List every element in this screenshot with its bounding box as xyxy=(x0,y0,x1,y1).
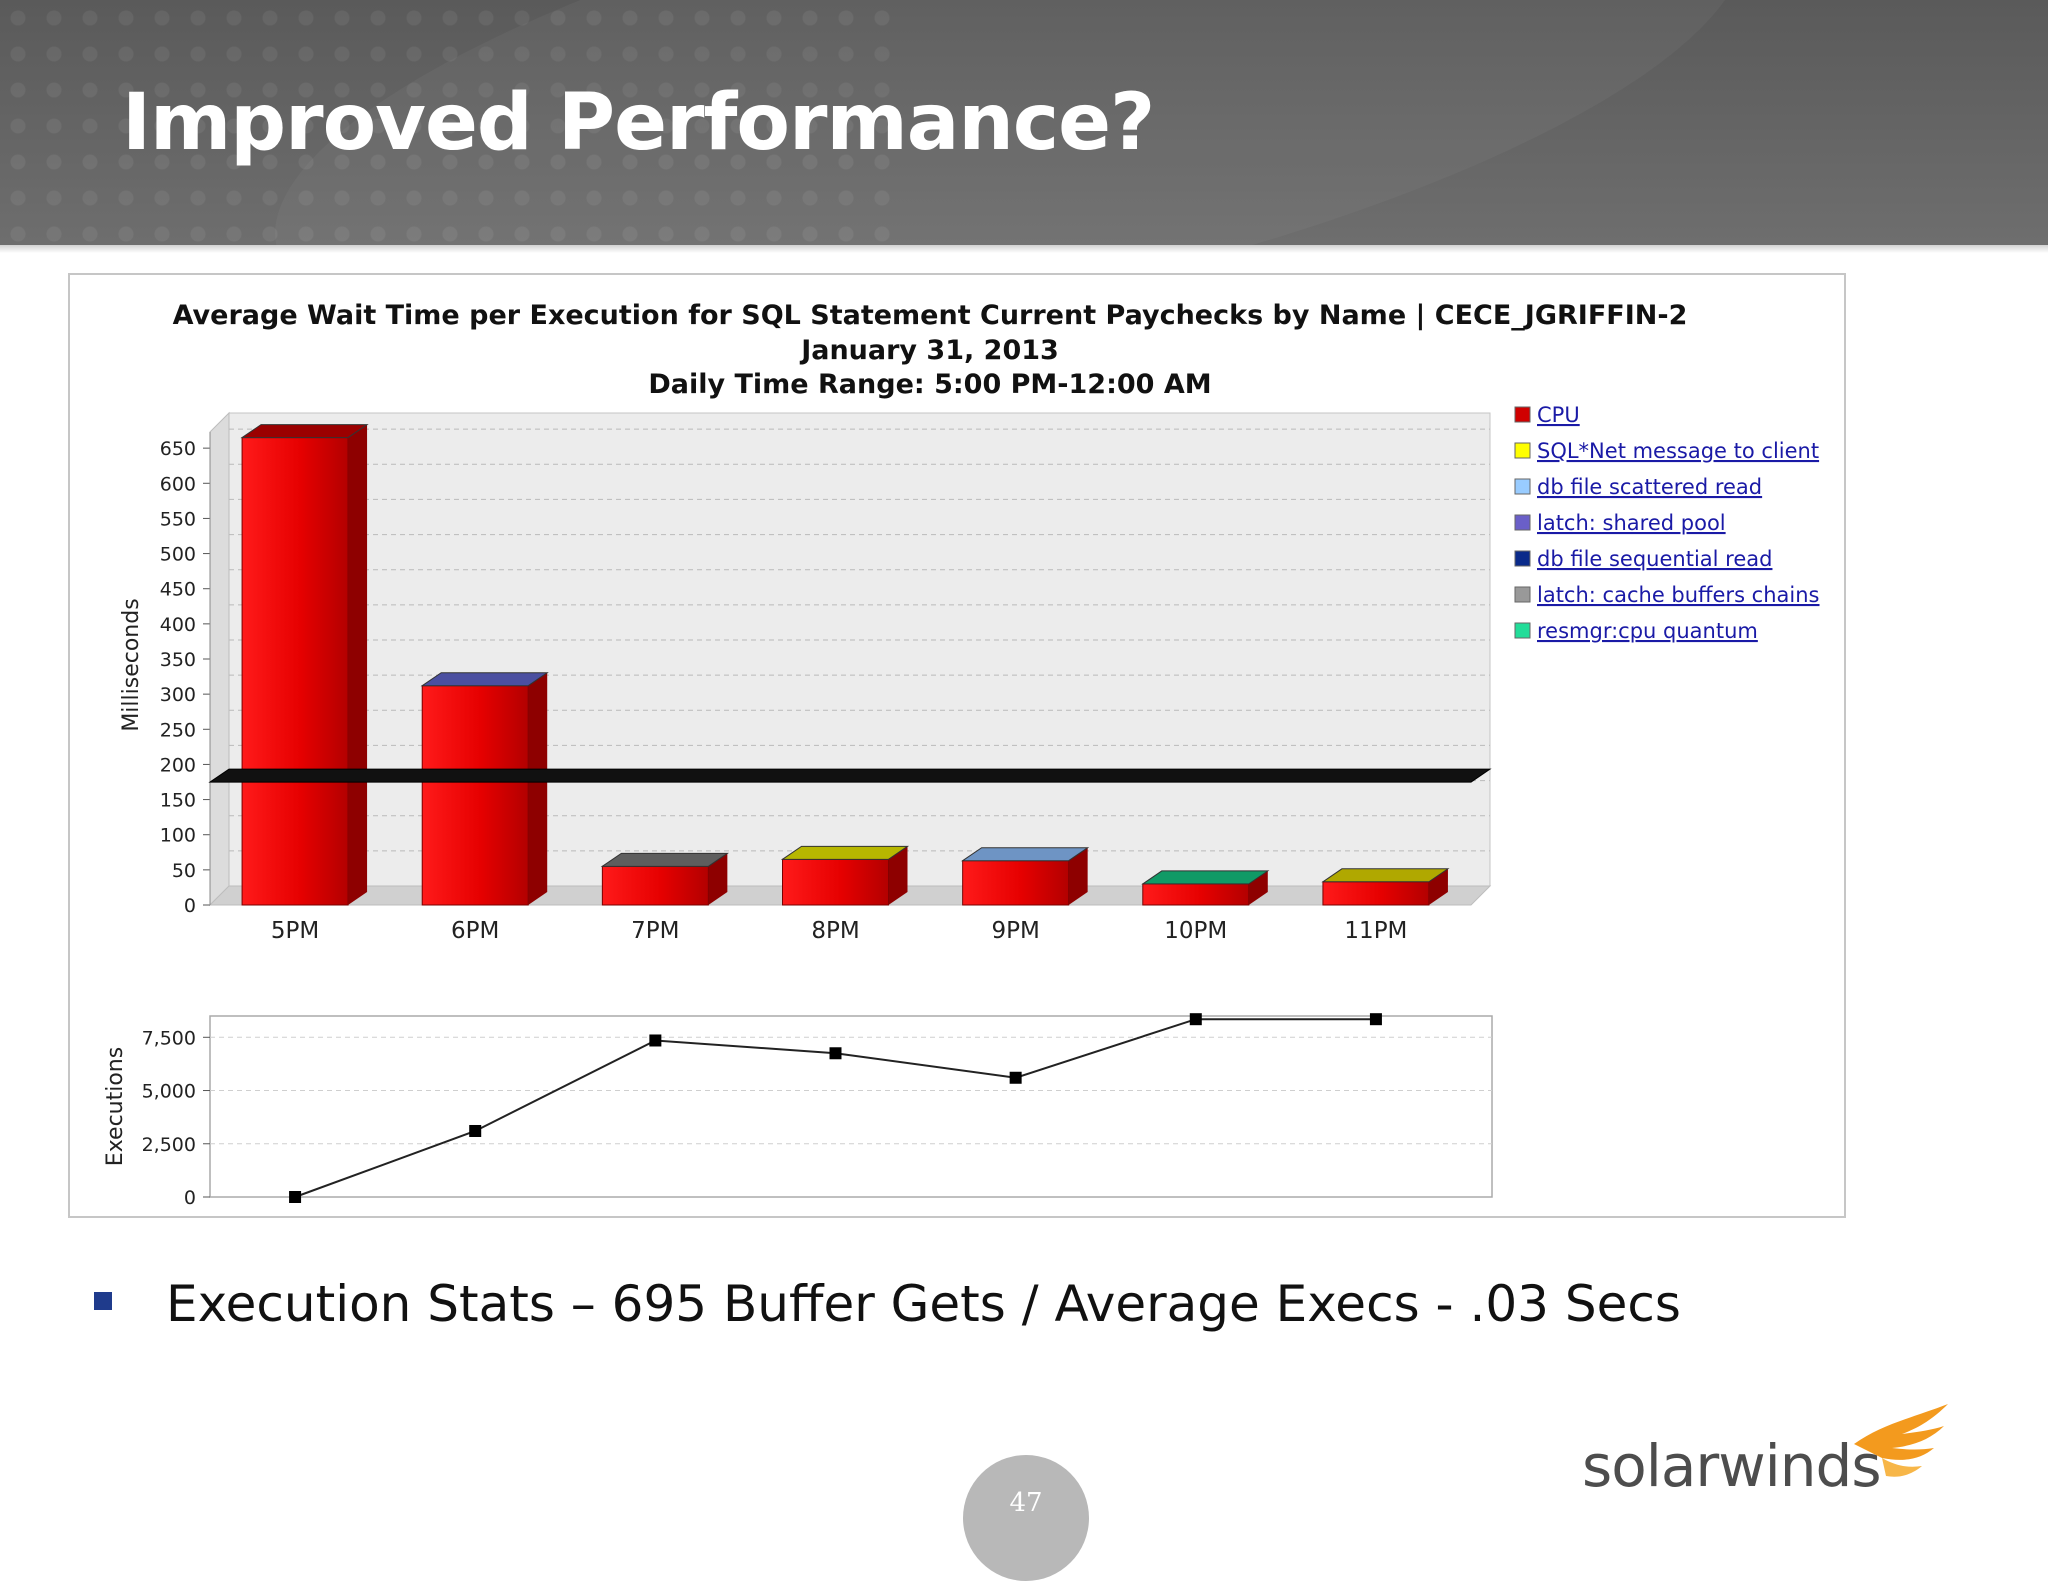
line-y-tick-label: 0 xyxy=(184,1187,196,1209)
page-number-badge xyxy=(963,1455,1089,1581)
bar-cap-5PM xyxy=(240,424,369,439)
legend-swatch xyxy=(1514,442,1531,459)
x-tick-label: 5PM xyxy=(271,918,319,944)
legend-swatch xyxy=(1514,622,1531,639)
bar-side-10PM xyxy=(1248,870,1268,905)
legend-swatch xyxy=(1514,478,1531,495)
line-y-tick-label: 7,500 xyxy=(142,1027,196,1049)
executions-point-8PM xyxy=(829,1047,842,1060)
y-tick-label: 200 xyxy=(160,754,196,776)
bar-7PM xyxy=(601,865,709,906)
executions-point-9PM xyxy=(1009,1071,1022,1084)
bar-side-9PM xyxy=(1068,847,1088,905)
bullet-square-icon xyxy=(94,1292,112,1310)
slide-header: Improved Performance? xyxy=(0,0,2048,245)
slide-title: Improved Performance? xyxy=(122,78,1155,168)
executions-point-11PM xyxy=(1369,1013,1382,1026)
executions-point-7PM xyxy=(649,1034,662,1047)
legend-label: SQL*Net message to client xyxy=(1537,439,1819,463)
y-tick-label: 300 xyxy=(160,684,196,706)
executions-line-chart: 0 2,500 5,000 7,500 Executions xyxy=(103,1013,1493,1209)
y-tick-label: 250 xyxy=(160,719,196,741)
bar-cap-9PM xyxy=(961,847,1090,862)
legend-swatch xyxy=(1514,406,1531,423)
baseline-slab xyxy=(208,768,1492,783)
x-tick-label: 6PM xyxy=(451,918,499,944)
chart-legend: CPU SQL*Net message to client db file scat… xyxy=(1514,403,1820,643)
bar-side-7PM xyxy=(708,853,728,905)
bar-9PM xyxy=(962,860,1070,906)
y-tick-label: 0 xyxy=(184,895,196,917)
bar-10PM xyxy=(1142,883,1250,906)
y-tick-label: 500 xyxy=(160,544,196,566)
bar-cap-10PM xyxy=(1141,870,1270,885)
legend-label: latch: cache buffers chains xyxy=(1537,583,1820,607)
plot-back-wall xyxy=(228,412,1491,887)
execution-stats-bullet: Execution Stats – 695 Buffer Gets / Aver… xyxy=(166,1275,1681,1333)
y-tick-label: 650 xyxy=(160,438,196,460)
executions-point-10PM xyxy=(1189,1013,1202,1026)
legend-label: resmgr:cpu quantum xyxy=(1537,619,1758,643)
legend-swatch xyxy=(1514,586,1531,603)
legend-label: db file scattered read xyxy=(1537,475,1762,499)
line-y-tick-label: 5,000 xyxy=(142,1081,196,1103)
y-tick-label: 150 xyxy=(160,790,196,812)
y-tick-label: 50 xyxy=(172,860,196,882)
chart-subtitle-range: Daily Time Range: 5:00 PM-12:00 AM xyxy=(648,369,1211,400)
bar-11PM xyxy=(1322,881,1430,906)
line-plot-frame xyxy=(209,1015,1493,1198)
y-tick-label: 100 xyxy=(160,825,196,847)
chart-title: Average Wait Time per Execution for SQL … xyxy=(173,300,1688,331)
x-tick-label: 8PM xyxy=(811,918,859,944)
page-number: 47 xyxy=(1009,1488,1043,1518)
chart-subtitle-date: January 31, 2013 xyxy=(799,335,1059,366)
plot-side-wall xyxy=(209,411,230,907)
line-y-tick-label: 2,500 xyxy=(142,1134,196,1156)
y-tick-label: 450 xyxy=(160,579,196,601)
bar-side-6PM xyxy=(528,672,548,905)
y-tick-label: 400 xyxy=(160,614,196,636)
line-y-axis-label: Executions xyxy=(103,1047,128,1166)
x-tick-label: 7PM xyxy=(631,918,679,944)
header-dot-pattern xyxy=(0,0,900,245)
legend-label: CPU xyxy=(1537,403,1580,427)
y-tick-label: 600 xyxy=(160,473,196,495)
chart-area: Average Wait Time per Execution for SQL … xyxy=(103,300,1820,1209)
x-tick-label: 9PM xyxy=(991,918,1039,944)
bar-side-5PM xyxy=(348,424,368,905)
bars xyxy=(240,424,1450,906)
executions-point-6PM xyxy=(469,1124,482,1137)
bar-cap-11PM xyxy=(1321,868,1450,883)
header-shadow xyxy=(0,245,2048,253)
legend-label: latch: shared pool xyxy=(1537,511,1726,535)
bar-chart: 0 50 100 150 200 250 300 350 400 450 500 550 600 650 M… xyxy=(119,411,1492,944)
y-axis-label: Milliseconds xyxy=(119,598,144,731)
bar-cap-8PM xyxy=(780,845,910,860)
bar-cap-6PM xyxy=(420,672,549,687)
legend-swatch xyxy=(1514,514,1531,531)
bar-8PM xyxy=(782,858,889,906)
bar-cap-7PM xyxy=(600,852,729,867)
x-tick-label: 11PM xyxy=(1344,918,1407,944)
bar-side-11PM xyxy=(1428,868,1448,905)
bar-6PM xyxy=(421,685,529,906)
x-tick-label: 10PM xyxy=(1164,918,1227,944)
legend-label: db file sequential read xyxy=(1537,547,1772,571)
legend-swatch xyxy=(1514,550,1531,567)
solarwinds-flame-icon xyxy=(1854,1404,1948,1477)
solarwinds-logo-text: solarwinds xyxy=(1582,1432,1882,1500)
executions-point-5PM xyxy=(289,1191,302,1203)
bar-side-8PM xyxy=(888,846,908,905)
y-tick-label: 350 xyxy=(160,649,196,671)
bar-5PM xyxy=(241,437,349,906)
y-tick-label: 550 xyxy=(160,508,196,530)
